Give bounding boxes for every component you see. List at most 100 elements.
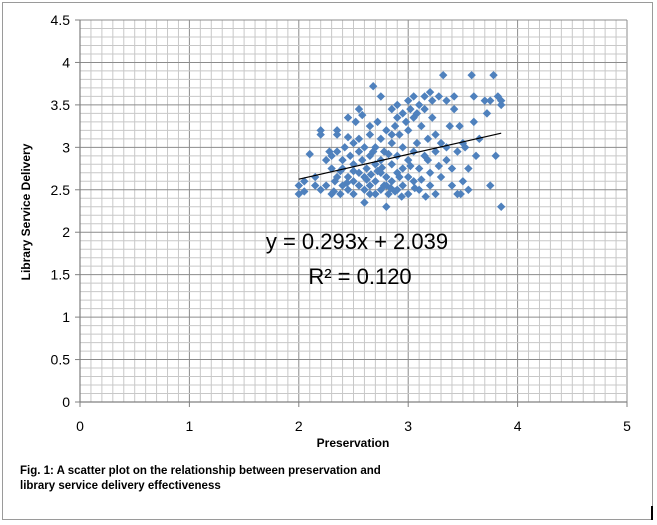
data-point [395,130,404,139]
data-point [305,149,314,159]
data-point [332,130,342,139]
data-point [398,164,407,173]
x-tick-label: 4 [514,418,522,434]
data-point [321,155,331,165]
data-point [368,82,378,91]
data-point [428,113,437,122]
axes [75,19,628,407]
data-point [294,181,303,190]
data-point [401,117,411,127]
data-point [428,96,437,105]
data-point [421,192,430,201]
data-point [358,110,367,120]
y-tick-label: 3 [62,139,70,155]
data-point [365,130,375,139]
y-tick-label: 0 [62,394,70,410]
y-tick-label: 1.5 [51,267,71,283]
data-point [469,117,479,127]
data-point [346,151,355,161]
data-point [311,181,320,190]
data-point [354,181,364,190]
data-point [425,87,435,97]
data-point [382,202,391,211]
data-points [294,70,506,211]
data-point [486,181,495,190]
y-tick-label: 4.5 [51,12,71,28]
data-point [431,130,440,139]
data-point [327,151,336,161]
data-point [390,121,400,131]
data-point [496,100,506,110]
data-point [398,181,407,190]
data-point [406,161,415,171]
data-point [336,189,345,199]
trendline-line [298,132,502,180]
data-point [362,164,371,173]
data-point [489,70,498,80]
data-point [343,185,353,194]
data-point [482,109,492,118]
data-point [395,172,404,182]
data-point [425,168,435,177]
data-point [471,151,481,161]
data-point [467,70,476,80]
data-point [349,166,358,176]
data-point [409,92,418,101]
y-tick-label: 0.5 [51,352,71,368]
data-point [464,185,473,194]
data-point [332,172,342,182]
data-point [409,177,418,186]
caption-line-2: library service delivery effectiveness [20,480,221,492]
x-tick-label: 2 [295,418,303,434]
data-point [354,104,364,114]
data-point [373,117,382,127]
data-point [376,92,386,101]
data-point [445,121,454,131]
y-tick-label: 4 [62,54,70,70]
data-point [300,177,309,186]
data-point [410,183,419,193]
data-point [376,134,386,144]
data-point [496,96,506,105]
data-point [431,189,440,199]
data-point [351,117,360,127]
data-point [365,121,375,131]
data-point [398,109,407,118]
data-point [425,181,435,190]
grid-lines [79,19,628,403]
data-point [377,163,387,172]
data-point [349,189,358,199]
data-point [406,104,415,114]
data-point [387,104,396,114]
data-point [321,181,331,190]
y-axis-label: Library Service Delivery [19,143,33,280]
data-point [455,121,464,131]
data-point [397,192,406,201]
tick-labels: 0 1 2 3 4 5 0 0.5 1 1.5 2 2.5 3 3.5 4 4.5 [51,12,632,434]
data-point [366,170,376,179]
data-point [449,92,459,101]
data-point [447,164,457,173]
data-point [414,100,424,110]
data-point [349,138,358,148]
data-point [423,155,433,165]
data-point [458,177,468,186]
data-point [386,183,395,193]
data-point [393,113,402,122]
data-point [316,130,325,139]
data-point [342,178,352,188]
data-point [453,147,462,156]
data-point [343,132,353,142]
data-point [371,189,380,199]
x-axis-label: Preservation [317,436,390,450]
data-point [360,185,369,194]
data-point [332,147,342,156]
data-point [329,187,339,196]
data-point [442,155,451,165]
y-tick-label: 2.5 [51,182,71,198]
data-point [340,143,349,152]
data-point [480,96,489,105]
data-point [469,92,479,101]
data-point [404,126,413,135]
data-point [475,134,484,144]
